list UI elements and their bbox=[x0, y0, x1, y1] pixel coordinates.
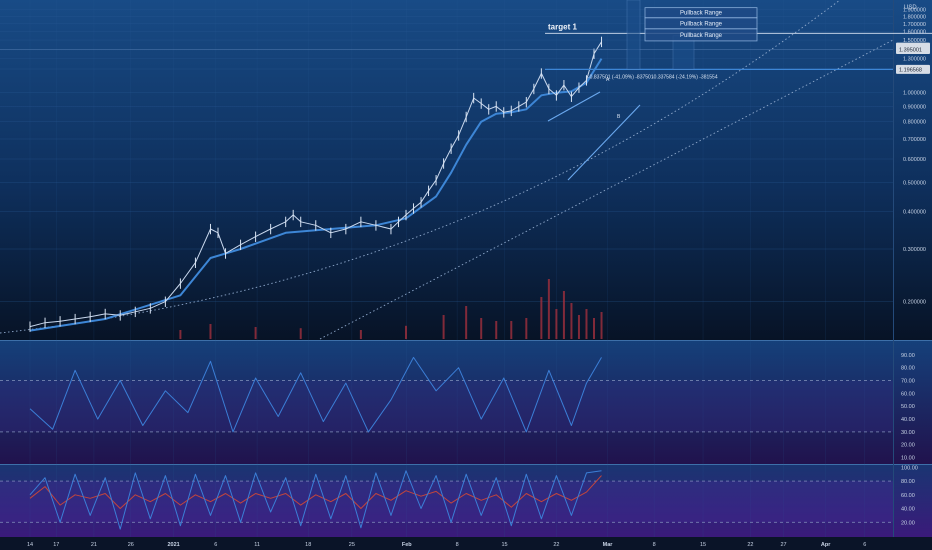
price-tick-label: 1.800000 bbox=[903, 14, 926, 20]
price-tick-label: 1.300000 bbox=[903, 57, 926, 63]
time-tick-label: Mar bbox=[603, 542, 614, 548]
rsi-tick-label: 50.00 bbox=[901, 404, 915, 410]
stoch-k-line[interactable] bbox=[29, 470, 602, 530]
rsi-tick-label: 60.00 bbox=[901, 391, 915, 397]
price-tick-label: 0.500000 bbox=[903, 181, 926, 187]
rsi-band bbox=[0, 380, 893, 432]
volume-bar[interactable] bbox=[555, 309, 558, 339]
stoch-tick-label: 20.00 bbox=[901, 520, 915, 526]
price-pane-background bbox=[0, 0, 932, 340]
price-tick-label: 1.900000 bbox=[903, 7, 926, 13]
rsi-tick-label: 90.00 bbox=[901, 353, 915, 359]
time-tick-label: 15 bbox=[700, 542, 706, 548]
volume-bar[interactable] bbox=[442, 315, 445, 339]
upper-channel-line[interactable] bbox=[0, 0, 841, 334]
volume-bar[interactable] bbox=[525, 318, 528, 339]
pullback-range-label: Pullback Range bbox=[680, 33, 723, 39]
price-tick-label: 0.700000 bbox=[903, 137, 926, 143]
time-tick-label: 22 bbox=[553, 542, 559, 548]
stoch-tick-label: 100.00 bbox=[901, 465, 918, 471]
price-tick-label: 0.300000 bbox=[903, 247, 926, 253]
ema-line[interactable] bbox=[29, 58, 603, 332]
wave-label-a: A bbox=[606, 77, 610, 83]
time-tick-label: Feb bbox=[402, 542, 412, 548]
price-tick-label: 0.800000 bbox=[903, 120, 926, 126]
price-tick-label: 0.600000 bbox=[903, 157, 926, 163]
price-tag[interactable] bbox=[896, 64, 930, 74]
time-tick-label: 6 bbox=[214, 542, 217, 548]
volume-bar[interactable] bbox=[299, 328, 302, 339]
price-tag-label: 1.196568 bbox=[899, 67, 922, 73]
volume-bar[interactable] bbox=[585, 309, 588, 339]
time-tick-label: 15 bbox=[501, 542, 507, 548]
time-tick-label: 14 bbox=[27, 542, 33, 548]
pullback-range-label: Pullback Range bbox=[680, 11, 723, 17]
price-tick-label: 0.900000 bbox=[903, 104, 926, 110]
time-tick-label: 2021 bbox=[168, 542, 180, 548]
price-tag-label: 1.395001 bbox=[899, 47, 922, 53]
time-tick-label: 27 bbox=[780, 542, 786, 548]
rsi-tick-label: 30.00 bbox=[901, 430, 915, 436]
time-tick-label: 22 bbox=[747, 542, 753, 548]
stoch-band bbox=[0, 481, 893, 523]
volume-bar[interactable] bbox=[480, 318, 483, 339]
support-trendline[interactable] bbox=[567, 104, 641, 181]
time-axis-background bbox=[0, 537, 932, 550]
stoch-tick-label: 40.00 bbox=[901, 507, 915, 513]
measure-readout-2: -0.337584 (-24.19%) -381554 bbox=[652, 74, 718, 80]
rsi-pane-background bbox=[0, 341, 932, 464]
price-tick-label: 1.000000 bbox=[903, 91, 926, 97]
rsi-tick-label: 40.00 bbox=[901, 417, 915, 423]
measure-range-box[interactable] bbox=[626, 0, 641, 70]
price-tag[interactable] bbox=[896, 44, 930, 54]
stoch-tick-label: 60.00 bbox=[901, 493, 915, 499]
volume-bar[interactable] bbox=[593, 318, 595, 339]
price-tick-label: 1.600000 bbox=[903, 30, 926, 36]
stoch-d-line[interactable] bbox=[29, 475, 602, 509]
time-tick-label: 26 bbox=[128, 542, 134, 548]
wave-label-b: B bbox=[617, 114, 621, 120]
price-tick-label: 1.500000 bbox=[903, 38, 926, 44]
volume-bar[interactable] bbox=[209, 324, 212, 339]
volume-bar[interactable] bbox=[465, 306, 468, 339]
volume-bar[interactable] bbox=[562, 291, 565, 339]
time-tick-label: 21 bbox=[91, 542, 97, 548]
time-tick-label: 8 bbox=[653, 542, 656, 548]
volume-bar[interactable] bbox=[510, 321, 513, 339]
rsi-line[interactable] bbox=[29, 356, 602, 433]
volume-bar[interactable] bbox=[600, 312, 603, 339]
price-tick-label: 0.200000 bbox=[903, 300, 926, 306]
rsi-tick-label: 70.00 bbox=[901, 379, 915, 385]
target-label: target 1 bbox=[548, 22, 577, 31]
price-tick-label: 0.400000 bbox=[903, 210, 926, 216]
stoch-tick-label: 80.00 bbox=[901, 479, 915, 485]
price-tick-label: 1.700000 bbox=[903, 22, 926, 28]
volume-bar[interactable] bbox=[179, 330, 182, 339]
rsi-tick-label: 20.00 bbox=[901, 443, 915, 449]
time-tick-label: 25 bbox=[349, 542, 355, 548]
time-tick-label: 17 bbox=[53, 542, 59, 548]
volume-bar[interactable] bbox=[495, 321, 498, 339]
time-tick-label: 8 bbox=[456, 542, 459, 548]
volume-bar[interactable] bbox=[577, 315, 580, 339]
resistance-trendline[interactable] bbox=[547, 91, 601, 122]
pullback-range-label: Pullback Range bbox=[680, 21, 723, 27]
stoch-pane-background bbox=[0, 465, 932, 537]
volume-bar[interactable] bbox=[540, 297, 543, 339]
time-tick-label: 6 bbox=[863, 542, 866, 548]
time-tick-label: 18 bbox=[305, 542, 311, 548]
currency-label: USD bbox=[904, 5, 917, 11]
volume-bar[interactable] bbox=[359, 330, 362, 339]
volume-bar[interactable] bbox=[570, 303, 573, 339]
measure-readout: -0.837501 (-41.09%) -837501 bbox=[588, 74, 654, 80]
time-tick-label: Apr bbox=[821, 542, 831, 548]
volume-bar[interactable] bbox=[405, 325, 407, 339]
volume-bar[interactable] bbox=[254, 327, 257, 339]
volume-bar[interactable] bbox=[547, 279, 550, 339]
rsi-tick-label: 10.00 bbox=[901, 456, 915, 462]
pullback-range-box[interactable] bbox=[644, 28, 758, 42]
rsi-tick-label: 80.00 bbox=[901, 366, 915, 372]
time-tick-label: 11 bbox=[254, 542, 260, 548]
